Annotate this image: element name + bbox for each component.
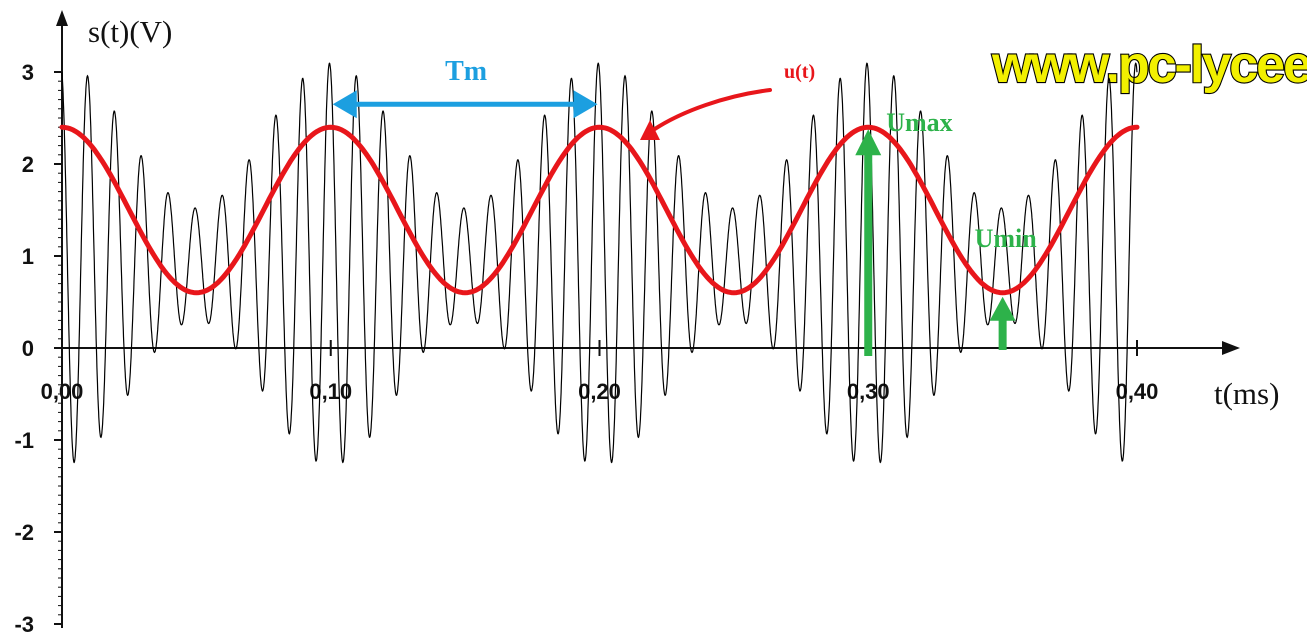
y-tick-label: 0 [22, 336, 34, 361]
x-tick-label: 0,20 [578, 379, 621, 404]
tm-arrow-right-icon [573, 90, 598, 119]
u-annotation: u(t) [640, 61, 815, 140]
u-arrow [644, 88, 772, 137]
x-tick-label: 0,10 [309, 379, 352, 404]
x-axis-arrow-icon [1222, 341, 1240, 355]
y-tick-label: 2 [22, 152, 34, 177]
series-envelope-line [59, 124, 1140, 296]
y-tick-label: 1 [22, 244, 34, 269]
umin-arrow-head-icon [989, 296, 1016, 321]
series-signal-line [61, 62, 1138, 464]
umin-label: Umin [975, 224, 1038, 253]
ticks [54, 71, 1138, 625]
umax-arrow-head-icon [855, 129, 882, 156]
y-axis-label: s(t)(V) [88, 14, 172, 49]
u-label: u(t) [784, 61, 815, 83]
x-tick-label: 0,40 [1116, 379, 1159, 404]
axes [56, 10, 1240, 628]
watermark-logo: www.pc-lycee [991, 36, 1307, 94]
umin-annotation: Umin [975, 224, 1038, 350]
tm-arrow-left-icon [332, 90, 357, 119]
umax-annotation: Umax [855, 108, 953, 356]
x-tick-label: 0,00 [41, 379, 84, 404]
y-tick-label: -1 [14, 428, 34, 453]
tick-labels: 3 2 1 0 -1 -2 -3 0,00 0,10 0,20 0,30 0,40 [14, 60, 1158, 637]
tm-label: Tm [445, 56, 487, 87]
y-axis-arrow-icon [56, 10, 68, 26]
tm-annotation: Tm [332, 56, 598, 119]
y-tick-label: 3 [22, 60, 34, 85]
x-tick-label: 0,30 [847, 379, 890, 404]
y-tick-label: -3 [14, 612, 34, 637]
x-axis-label: t(ms) [1214, 376, 1279, 411]
umax-label: Umax [886, 108, 952, 137]
y-tick-label: -2 [14, 520, 34, 545]
u-arrow-head-icon [640, 120, 660, 140]
